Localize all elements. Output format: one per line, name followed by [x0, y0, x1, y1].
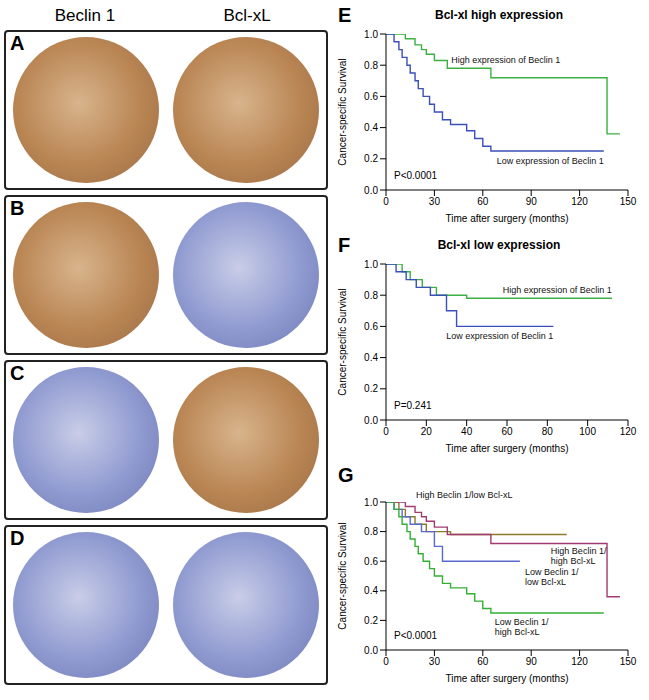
svg-text:Time after surgery (months): Time after surgery (months)	[446, 443, 569, 454]
svg-text:0.0: 0.0	[364, 645, 378, 656]
svg-text:0.8: 0.8	[364, 290, 378, 301]
svg-text:Low expression of Beclin 1: Low expression of Beclin 1	[497, 156, 604, 166]
svg-text:Cancer-specific Survival: Cancer-specific Survival	[337, 288, 348, 395]
html-text:E: E	[338, 4, 352, 26]
html-text:G: G	[338, 464, 354, 486]
svg-text:0.4: 0.4	[364, 122, 378, 133]
html-text:Bcl-xl high expression: Bcl-xl high expression	[435, 8, 563, 22]
svg-text:Low Beclin 1/high Bcl-xL: Low Beclin 1/high Bcl-xL	[495, 617, 549, 637]
svg-text:1.0: 1.0	[364, 29, 378, 40]
svg-text:150: 150	[620, 196, 637, 207]
svg-text:Cancer-specific Survival: Cancer-specific Survival	[337, 522, 348, 629]
html-text:A: A	[10, 32, 25, 54]
svg-text:Time after surgery (months): Time after surgery (months)	[446, 673, 569, 684]
svg-text:0: 0	[383, 196, 389, 207]
svg-text:40: 40	[461, 426, 473, 437]
svg-text:0.8: 0.8	[364, 526, 378, 537]
html-text:Bcl-xL: Bcl-xL	[223, 6, 271, 25]
svg-text:0.2: 0.2	[364, 615, 378, 626]
svg-text:0.6: 0.6	[364, 321, 378, 332]
svg-text:Cancer-specific Survival: Cancer-specific Survival	[337, 58, 348, 165]
svg-text:1.0: 1.0	[364, 259, 378, 270]
svg-text:120: 120	[620, 426, 637, 437]
svg-text:60: 60	[477, 656, 489, 667]
svg-text:0.6: 0.6	[364, 556, 378, 567]
svg-text:0.4: 0.4	[364, 585, 378, 596]
html-text:F: F	[338, 234, 351, 256]
html-text:P=0.241: P=0.241	[394, 400, 432, 411]
svg-text:0.0: 0.0	[364, 185, 378, 196]
svg-text:0.0: 0.0	[364, 415, 378, 426]
svg-text:0: 0	[383, 426, 389, 437]
html-text:P<0.0001: P<0.0001	[394, 630, 438, 641]
svg-text:0: 0	[383, 656, 389, 667]
svg-text:80: 80	[542, 426, 554, 437]
svg-text:120: 120	[571, 656, 588, 667]
svg-text:Low Beclin 1/low Bcl-xL: Low Beclin 1/low Bcl-xL	[525, 567, 579, 587]
svg-text:0.2: 0.2	[364, 153, 378, 164]
svg-text:90: 90	[526, 656, 538, 667]
svg-text:Time after surgery (months): Time after surgery (months)	[446, 213, 569, 224]
svg-text:30: 30	[429, 656, 441, 667]
html-text:C: C	[10, 362, 25, 384]
svg-text:60: 60	[501, 426, 513, 437]
svg-text:0.8: 0.8	[364, 60, 378, 71]
svg-text:0.2: 0.2	[364, 383, 378, 394]
svg-text:0.6: 0.6	[364, 91, 378, 102]
svg-text:1.0: 1.0	[364, 497, 378, 508]
svg-text:60: 60	[477, 196, 489, 207]
svg-text:150: 150	[620, 656, 637, 667]
html-text:Beclin 1: Beclin 1	[54, 6, 116, 25]
html-text:B: B	[10, 197, 25, 219]
svg-text:90: 90	[526, 196, 538, 207]
html-text:Bcl-xl low expression: Bcl-xl low expression	[437, 238, 561, 252]
svg-text:High Beclin 1/low Bcl-xL: High Beclin 1/low Bcl-xL	[416, 490, 513, 500]
svg-text:Low expression of Beclin 1: Low expression of Beclin 1	[446, 331, 553, 341]
svg-text:120: 120	[571, 196, 588, 207]
svg-text:High expression of Beclin 1: High expression of Beclin 1	[503, 285, 612, 295]
svg-text:High Beclin 1/high Bcl-xL: High Beclin 1/high Bcl-xL	[551, 546, 607, 566]
svg-text:20: 20	[421, 426, 433, 437]
html-text:P<0.0001: P<0.0001	[394, 170, 438, 181]
svg-text:30: 30	[429, 196, 441, 207]
html-text:D: D	[10, 527, 25, 549]
svg-text:High expression of Beclin 1: High expression of Beclin 1	[451, 55, 560, 65]
svg-text:100: 100	[579, 426, 596, 437]
svg-text:0.4: 0.4	[364, 352, 378, 363]
